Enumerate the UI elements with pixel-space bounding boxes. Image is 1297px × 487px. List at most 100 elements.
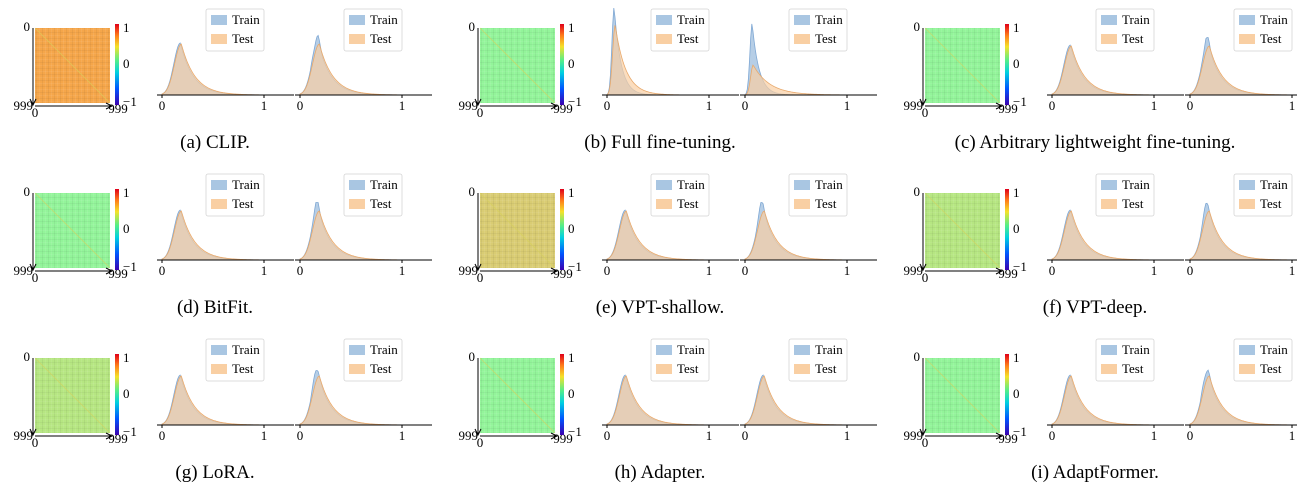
x-tick-label: 0 (1187, 428, 1194, 443)
matrix-y-start: 0 (469, 184, 476, 199)
legend-label-train: Train (232, 12, 260, 27)
arrow-down-icon (474, 98, 482, 107)
x-tick-label: 1 (261, 98, 268, 113)
colorbar-gradient (560, 189, 564, 270)
legend: Train Test (650, 338, 710, 382)
matrix-diagonal (479, 27, 556, 104)
arrow-right-icon (995, 432, 1004, 440)
matrix-y-end: 999 (904, 98, 924, 113)
x-tick-label: 1 (706, 428, 713, 443)
x-tick-label: 0 (742, 428, 749, 443)
colorbar-tick: 1 (123, 20, 130, 35)
legend: Train Test (788, 338, 848, 382)
legend: Train Test (343, 173, 403, 217)
legend: Train Test (1095, 8, 1155, 52)
distribution-plot-2: 0 1 Train Test (295, 338, 432, 443)
legend-label-test: Test (232, 361, 254, 376)
colorbar-tick: −1 (1013, 259, 1027, 274)
matrix-x-start: 0 (922, 270, 929, 285)
arrow-down-icon (919, 98, 927, 107)
distribution-plot-1: 0 1 Train Test (602, 173, 739, 278)
legend-swatch-test (211, 34, 227, 44)
matrix-y-start: 0 (24, 19, 31, 34)
colorbar-tick: 1 (1013, 20, 1020, 35)
colorbar-tick: 0 (1013, 221, 1020, 236)
legend-label-test: Test (232, 31, 254, 46)
matrix-y-start: 0 (469, 19, 476, 34)
matrix-x-start: 0 (32, 105, 39, 120)
x-tick-label: 0 (742, 263, 749, 278)
x-tick-label: 0 (1049, 263, 1056, 278)
matrix-x-start: 0 (477, 435, 484, 450)
x-tick-label: 1 (1289, 263, 1296, 278)
x-tick-label: 0 (1187, 263, 1194, 278)
colorbar-tick: 1 (1013, 350, 1020, 365)
distribution-plot-1: 0 1 Train Test (157, 173, 294, 278)
distribution-plot-1: 0 1 Train Test (1047, 338, 1184, 443)
legend-swatch-test (1101, 34, 1117, 44)
legend-swatch-train (1239, 345, 1255, 355)
x-tick-label: 0 (604, 428, 611, 443)
x-tick-label: 1 (706, 98, 713, 113)
colorbar: 1 0 −1 (115, 185, 137, 274)
test-distribution (299, 43, 403, 96)
colorbar-tick: 0 (123, 56, 130, 71)
legend-swatch-train (211, 180, 227, 190)
colorbar-tick: 1 (123, 350, 130, 365)
matrix-y-start: 0 (914, 349, 921, 364)
colorbar-tick: 0 (1013, 56, 1020, 71)
x-tick-label: 1 (844, 98, 851, 113)
legend: Train Test (205, 173, 265, 217)
panel-caption: (i) AdaptFormer. (1031, 462, 1159, 483)
matrix-diagonal (479, 357, 556, 434)
test-distribution (606, 210, 710, 261)
x-tick-label: 1 (844, 428, 851, 443)
distribution-plot-1: 0 1 Train Test (157, 338, 294, 443)
arrow-right-icon (105, 267, 114, 275)
legend-label-test: Test (370, 196, 392, 211)
matrix-x-end: 999 (998, 101, 1018, 116)
colorbar-gradient (115, 354, 119, 435)
distribution-plot-1: 0 1 Train Test (157, 8, 294, 113)
legend-label-test: Test (1122, 31, 1144, 46)
arrow-right-icon (550, 432, 559, 440)
x-tick-label: 0 (742, 98, 749, 113)
test-distribution (1051, 45, 1155, 96)
matrix-x-start: 0 (32, 435, 39, 450)
legend-swatch-test (349, 199, 365, 209)
colorbar-gradient (560, 24, 564, 105)
x-tick-label: 1 (399, 263, 406, 278)
matrix-x-start: 0 (922, 435, 929, 450)
distribution-plot-2: 0 1 Train Test (740, 8, 877, 113)
legend-swatch-test (656, 364, 672, 374)
colorbar-tick: −1 (123, 424, 137, 439)
panel-caption: (a) CLIP. (180, 132, 250, 153)
legend-swatch-test (794, 199, 810, 209)
legend-label-train: Train (1122, 177, 1150, 192)
legend: Train Test (1233, 173, 1293, 217)
panel-caption: (d) BitFit. (177, 297, 253, 318)
legend-swatch-test (794, 364, 810, 374)
matrix-diagonal (34, 27, 111, 104)
test-distribution (1051, 210, 1155, 261)
arrow-right-icon (105, 102, 114, 110)
legend-swatch-train (349, 15, 365, 25)
legend-swatch-test (1101, 364, 1117, 374)
legend-swatch-train (794, 15, 810, 25)
x-tick-label: 0 (604, 98, 611, 113)
legend-label-test: Test (1122, 361, 1144, 376)
colorbar-tick: −1 (1013, 94, 1027, 109)
colorbar: 1 0 −1 (1005, 20, 1027, 109)
matrix-y-end: 999 (459, 98, 479, 113)
distribution-plot-2: 0 1 Train Test (1185, 173, 1297, 278)
x-tick-label: 1 (1289, 98, 1296, 113)
legend-label-train: Train (1260, 342, 1288, 357)
distribution-plot-2: 0 1 Train Test (295, 173, 432, 278)
